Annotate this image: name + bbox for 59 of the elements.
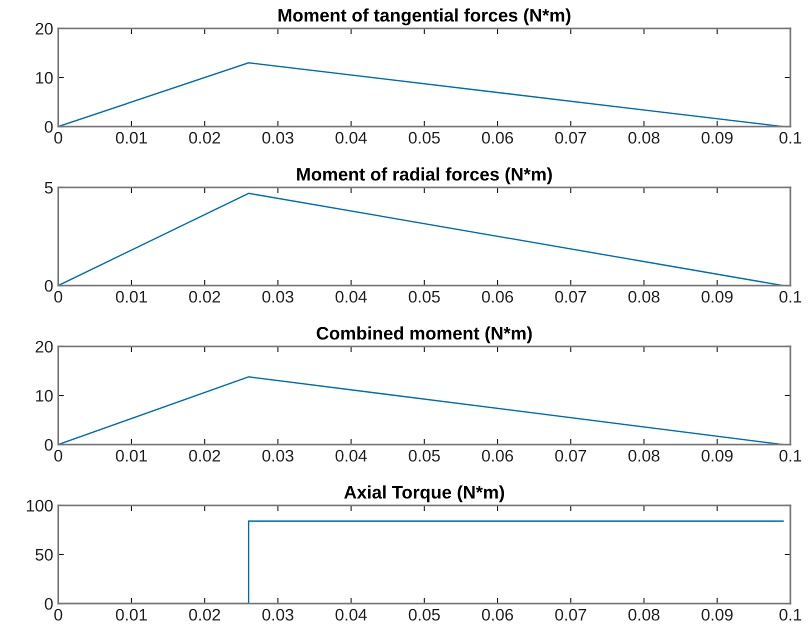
x-tick-label: 0 bbox=[54, 608, 62, 621]
y-tick-label: 5 bbox=[44, 182, 53, 194]
x-tick-label: 0.07 bbox=[555, 608, 586, 621]
chart-title: Axial Torque (N*m) bbox=[344, 485, 504, 502]
x-tick-label: 0.03 bbox=[262, 450, 294, 462]
x-tick-label: 0.08 bbox=[628, 608, 660, 621]
x-tick-label: 0.03 bbox=[262, 132, 294, 144]
x-tick-label: 0.07 bbox=[555, 290, 586, 303]
y-tick-label: 0 bbox=[44, 598, 53, 610]
y-tick-label: 10 bbox=[36, 72, 53, 84]
x-tick-label: 0.04 bbox=[336, 608, 367, 621]
y-tick-label: 20 bbox=[36, 340, 53, 353]
x-tick-label: 0.02 bbox=[189, 132, 220, 144]
x-tick-label: 0.03 bbox=[262, 290, 294, 303]
x-tick-label: 0.06 bbox=[482, 450, 514, 462]
x-tick-label: 0.09 bbox=[702, 132, 733, 144]
x-tick-label: 0.01 bbox=[116, 450, 147, 462]
x-tick-label: 0.04 bbox=[336, 132, 367, 144]
x-tick-label: 0.06 bbox=[482, 132, 514, 144]
y-tick-label: 10 bbox=[36, 390, 53, 402]
x-tick-label: 0.1 bbox=[779, 132, 802, 144]
x-tick-label: 0 bbox=[54, 450, 62, 462]
x-tick-label: 0.02 bbox=[189, 450, 220, 462]
x-tick-label: 0.08 bbox=[628, 290, 660, 303]
x-tick-label: 0.1 bbox=[779, 608, 802, 621]
x-tick-label: 0 bbox=[54, 290, 62, 303]
y-tick-label: 20 bbox=[36, 22, 53, 35]
x-tick-label: 0.05 bbox=[408, 608, 440, 621]
x-tick-label: 0.02 bbox=[189, 290, 220, 303]
x-tick-label: 0.01 bbox=[116, 132, 147, 144]
x-tick-label: 0.1 bbox=[779, 450, 802, 462]
chart-title: Moment of radial forces (N*m) bbox=[297, 167, 552, 184]
x-tick-label: 0.09 bbox=[702, 290, 733, 303]
x-tick-label: 0.07 bbox=[555, 450, 586, 462]
x-tick-label: 0.05 bbox=[408, 132, 440, 144]
x-tick-label: 0.09 bbox=[702, 608, 733, 621]
x-tick-label: 0.02 bbox=[189, 608, 220, 621]
x-tick-label: 0.06 bbox=[482, 608, 514, 621]
x-tick-label: 0.01 bbox=[116, 608, 147, 621]
x-tick-label: 0.05 bbox=[408, 450, 440, 462]
x-tick-label: 0.01 bbox=[116, 290, 147, 303]
x-tick-label: 0 bbox=[54, 132, 62, 144]
chart-title: Combined moment (N*m) bbox=[316, 326, 532, 344]
x-tick-label: 0.03 bbox=[262, 608, 294, 621]
x-tick-label: 0.07 bbox=[555, 132, 586, 144]
y-tick-label: 0 bbox=[44, 438, 53, 451]
y-tick-label: 100 bbox=[26, 500, 53, 512]
x-tick-label: 0.05 bbox=[408, 290, 440, 303]
y-tick-label: 0 bbox=[44, 120, 53, 133]
x-tick-label: 0.04 bbox=[336, 290, 367, 303]
x-tick-label: 0.08 bbox=[628, 450, 660, 462]
chart-title: Moment of tangential forces (N*m) bbox=[278, 8, 570, 26]
x-tick-label: 0.1 bbox=[779, 290, 802, 303]
y-tick-label: 50 bbox=[36, 548, 53, 561]
x-tick-label: 0.08 bbox=[628, 132, 660, 144]
x-tick-label: 0.06 bbox=[482, 290, 514, 303]
x-tick-label: 0.09 bbox=[702, 450, 733, 462]
y-tick-label: 0 bbox=[44, 280, 53, 292]
x-tick-label: 0.04 bbox=[336, 450, 367, 462]
